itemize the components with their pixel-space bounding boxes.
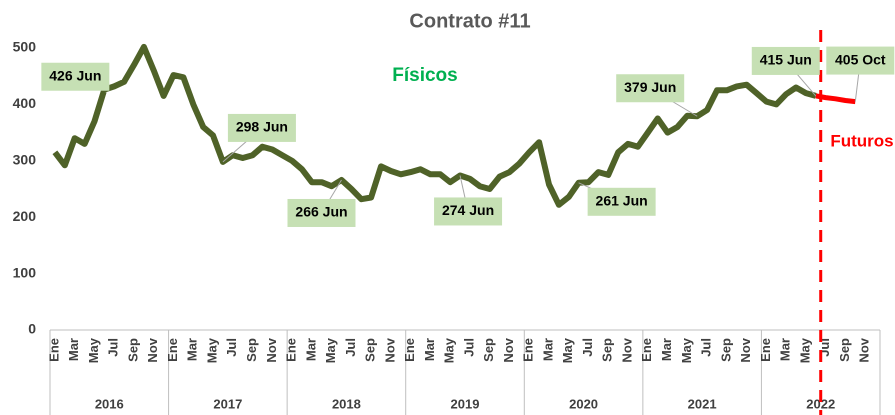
x-tick-label: Sep	[244, 338, 259, 362]
x-tick-label: May	[442, 337, 457, 363]
x-tick-label: Sep	[600, 338, 615, 362]
x-tick-label: Nov	[738, 337, 753, 362]
data-label: 298 Jun	[236, 119, 288, 135]
y-tick-label: 100	[13, 264, 37, 280]
x-tick-label: Nov	[264, 337, 279, 362]
annotation: Físicos	[392, 65, 457, 86]
x-tick-label: Jul	[106, 338, 121, 357]
x-tick-label: May	[86, 337, 101, 363]
data-label: 426 Jun	[49, 67, 101, 83]
x-tick-label: Mar	[66, 338, 81, 361]
x-tick-label: Mar	[778, 338, 793, 361]
x-tick-label: May	[797, 337, 812, 363]
x-tick-label: Nov	[501, 337, 516, 362]
x-tick-label: Ene	[402, 338, 417, 362]
x-tick-label: Mar	[422, 338, 437, 361]
label-box	[751, 46, 820, 75]
x-tick-label: Nov	[145, 337, 160, 362]
y-tick-label: 300	[13, 152, 37, 168]
year-label: 2021	[688, 396, 717, 411]
label-box	[41, 62, 110, 91]
x-tick-label: Jul	[343, 338, 358, 357]
data-line	[52, 43, 817, 208]
label-box	[287, 198, 356, 227]
label-box	[227, 113, 296, 142]
data-label: 379 Jun	[624, 79, 676, 95]
x-tick-label: Jul	[461, 338, 476, 357]
label-box	[587, 187, 656, 216]
x-tick-label: Sep	[718, 338, 733, 362]
year-label: 2016	[95, 396, 124, 411]
x-tick-label: Sep	[481, 338, 496, 362]
x-tick-label: Ene	[639, 338, 654, 362]
x-tick-label: Jul	[224, 338, 239, 357]
year-label: 2018	[332, 396, 361, 411]
x-tick-label: Mar	[659, 338, 674, 361]
year-label: 2019	[451, 396, 480, 411]
data-label: 261 Jun	[596, 192, 648, 208]
label-box	[616, 74, 685, 103]
y-tick-label: 200	[13, 208, 37, 224]
label-box	[434, 197, 503, 226]
annotation: Futuros	[830, 131, 893, 150]
y-tick-label: 500	[13, 39, 37, 55]
data-line	[815, 93, 856, 105]
year-label: 2022	[806, 396, 835, 411]
data-label: 266 Jun	[295, 204, 347, 220]
x-tick-label: Ene	[165, 338, 180, 362]
x-tick-label: May	[204, 337, 219, 363]
data-label: 415 Jun	[760, 52, 812, 68]
x-tick-label: Nov	[619, 337, 634, 362]
x-tick-label: Ene	[758, 338, 773, 362]
year-label: 2017	[213, 396, 242, 411]
x-tick-label: Mar	[185, 338, 200, 361]
x-tick-label: Sep	[837, 338, 852, 362]
x-tick-label: Nov	[857, 337, 872, 362]
y-tick-label: 0	[28, 321, 36, 337]
x-tick-label: Ene	[284, 338, 299, 362]
x-tick-label: Sep	[363, 338, 378, 362]
x-tick-label: Ene	[46, 338, 61, 362]
x-tick-label: Ene	[521, 338, 536, 362]
x-tick-label: Jul	[580, 338, 595, 357]
x-tick-label: Mar	[540, 338, 555, 361]
x-tick-label: May	[323, 337, 338, 363]
x-tick-label: Jul	[699, 338, 714, 357]
x-tick-label: Nov	[382, 337, 397, 362]
data-label: 405 Oct	[835, 51, 886, 67]
chart-title: Contrato #11	[409, 10, 530, 32]
year-label: 2020	[569, 396, 598, 411]
x-tick-label: Mar	[303, 338, 318, 361]
data-label: 274 Jun	[442, 202, 494, 218]
label-box	[826, 46, 895, 75]
x-tick-label: May	[679, 337, 694, 363]
x-tick-label: May	[560, 337, 575, 363]
x-tick-label: Sep	[125, 338, 140, 362]
y-tick-label: 400	[13, 95, 37, 111]
